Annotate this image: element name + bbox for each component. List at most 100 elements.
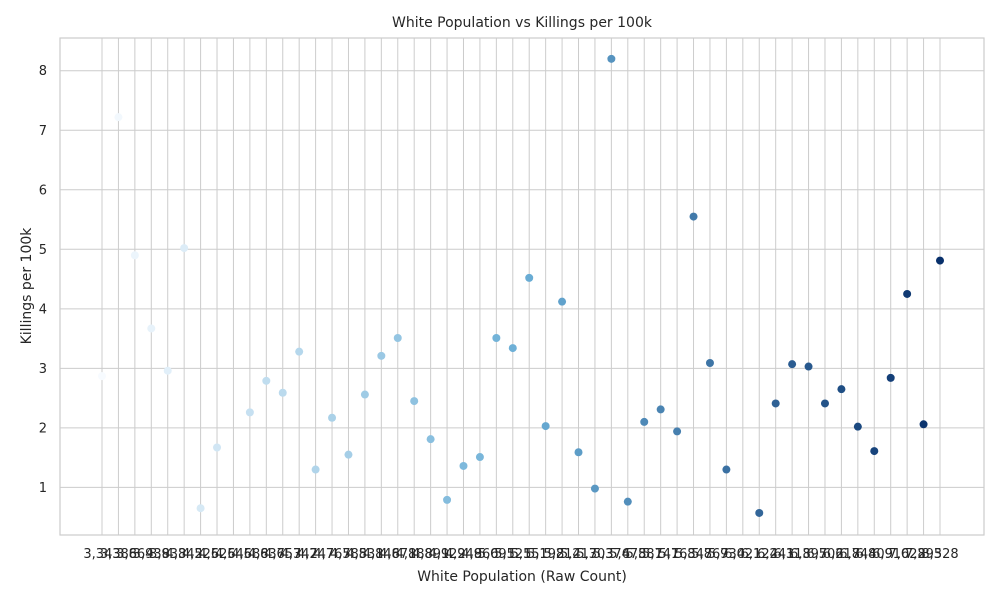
x-tick-label: 5,478 — [609, 547, 646, 562]
data-point — [705, 358, 714, 367]
x-tick-label: 6,397 — [790, 547, 827, 562]
x-tick-label: 6,021 — [724, 547, 761, 562]
data-point — [853, 422, 862, 431]
x-tick-label: 4,871 — [379, 547, 416, 562]
x-tick-label: 5,763 — [658, 547, 695, 562]
x-tick-label: 4,637 — [248, 547, 285, 562]
data-point — [525, 273, 534, 282]
y-tick-label: 7 — [39, 124, 47, 139]
data-point — [771, 399, 780, 408]
x-tick-label: 4,526 — [182, 547, 219, 562]
x-tick-label: 5,125 — [494, 547, 531, 562]
x-tick-label: 4,342 — [166, 547, 203, 562]
x-tick-label: 5,934 — [708, 547, 745, 562]
y-axis-label: Killings per 100k — [19, 227, 35, 345]
x-tick-label: 5,303 — [576, 547, 613, 562]
data-point — [344, 450, 353, 459]
x-tick-label: 3,386 — [100, 547, 137, 562]
x-tick-label: 4,526 — [198, 547, 235, 562]
x-tick-label: 5,095 — [478, 547, 515, 562]
x-tick-label: 6,124 — [741, 547, 778, 562]
data-point — [98, 372, 106, 381]
data-point — [788, 360, 797, 369]
grid-lines — [60, 38, 984, 535]
x-tick-label: 8,328 — [921, 547, 958, 562]
data-point — [443, 495, 452, 504]
y-tick-label: 4 — [39, 302, 47, 317]
chart-title: White Population vs Killings per 100k — [392, 15, 653, 31]
x-tick-label: 4,846 — [363, 547, 400, 562]
x-tick-label: 4,588 — [231, 547, 268, 562]
x-tick-label: 6,744 — [839, 547, 876, 562]
data-point — [147, 324, 156, 333]
data-point — [459, 461, 468, 470]
x-tick-label: 4,891 — [412, 547, 449, 562]
x-tick-label: 6,809 — [856, 547, 893, 562]
data-point — [475, 453, 484, 462]
data-point — [262, 376, 271, 385]
data-point — [196, 504, 205, 513]
x-tick-label: 4,765 — [313, 547, 350, 562]
data-point — [426, 435, 435, 444]
data-point — [936, 256, 944, 265]
y-tick-label: 2 — [39, 421, 47, 436]
data-point — [163, 366, 172, 375]
x-tick-label: 5,867 — [691, 547, 728, 562]
data-point — [820, 399, 829, 408]
x-tick-label: 4,546 — [215, 547, 252, 562]
x-tick-label: 4,948 — [445, 547, 482, 562]
data-points — [98, 54, 944, 517]
data-point — [278, 388, 287, 397]
data-point — [755, 508, 764, 517]
data-point — [689, 212, 698, 221]
x-tick-label: 6,618 — [823, 547, 860, 562]
y-tick-label: 1 — [39, 481, 47, 496]
x-tick-label: 4,966 — [461, 547, 498, 562]
x-tick-label: 4,742 — [281, 547, 318, 562]
data-point — [508, 344, 517, 353]
data-point — [245, 408, 254, 417]
x-tick-label: 3,938 — [149, 547, 186, 562]
x-tick-label: 5,217 — [560, 547, 597, 562]
data-point — [870, 447, 879, 456]
y-tick-label: 8 — [39, 64, 47, 79]
data-point — [377, 351, 386, 360]
data-point — [213, 443, 222, 452]
x-tick-label: 4,888 — [396, 547, 433, 562]
x-tick-label: 5,214 — [543, 547, 580, 562]
data-point — [590, 484, 599, 493]
plot-frame — [59, 37, 985, 536]
data-point — [903, 289, 912, 298]
y-tick-labels: 1 2 3 4 5 6 7 8 — [39, 64, 47, 496]
data-point — [804, 362, 813, 371]
x-tick-label: 5,581 — [626, 547, 663, 562]
x-tick-label: 4,831 — [346, 547, 383, 562]
x-tick-label: 5,151 — [511, 547, 548, 562]
y-tick-label: 6 — [39, 183, 47, 198]
data-point — [295, 347, 304, 356]
x-tick-label: 3,343 — [83, 547, 120, 562]
data-point — [393, 333, 402, 342]
x-tick-label: 6,916 — [872, 547, 909, 562]
y-tick-label: 3 — [39, 362, 47, 377]
data-point — [114, 113, 123, 122]
x-tick-label: 6,318 — [774, 547, 811, 562]
data-point — [607, 54, 616, 63]
data-point — [574, 448, 583, 457]
data-point — [410, 397, 419, 406]
x-tick-label: 5,847 — [675, 547, 712, 562]
data-point — [130, 251, 139, 260]
data-point — [180, 244, 189, 253]
data-point — [656, 405, 665, 414]
x-tick-label: 7,295 — [905, 547, 942, 562]
x-axis-label: White Population (Raw Count) — [417, 569, 627, 585]
data-point — [360, 390, 369, 399]
data-point — [541, 422, 550, 431]
x-tick-label: 5,376 — [593, 547, 630, 562]
data-point — [623, 497, 632, 506]
x-tick-label: 4,922 — [428, 547, 465, 562]
data-point — [673, 427, 682, 436]
y-tick-label: 5 — [39, 243, 47, 258]
data-point — [492, 333, 501, 342]
data-point — [311, 465, 320, 474]
